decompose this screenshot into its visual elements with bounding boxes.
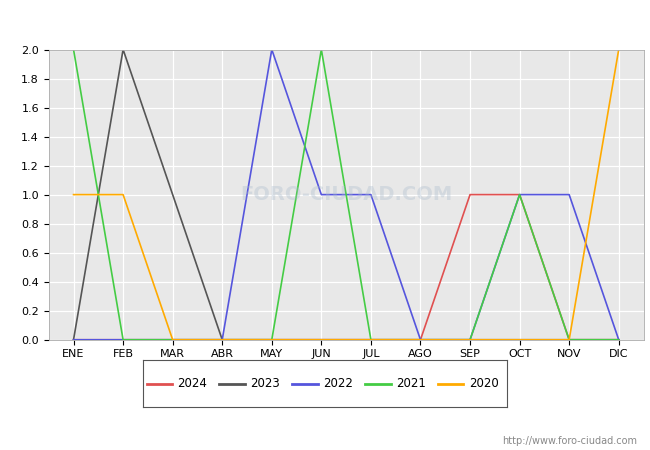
2022 xyxy=(119,337,127,342)
2023 xyxy=(615,337,623,342)
2020 xyxy=(566,337,573,342)
Line: 2021: 2021 xyxy=(73,50,619,340)
2022 xyxy=(515,192,523,197)
2020 xyxy=(417,337,424,342)
2021 xyxy=(615,337,623,342)
2020 xyxy=(367,337,375,342)
2021 xyxy=(70,47,77,52)
2022 xyxy=(70,337,77,342)
2021 xyxy=(169,337,177,342)
Line: 2020: 2020 xyxy=(73,50,619,340)
2020 xyxy=(317,337,325,342)
2024 xyxy=(218,337,226,342)
2023 xyxy=(367,337,375,342)
Text: 2024: 2024 xyxy=(177,377,207,390)
2020 xyxy=(268,337,276,342)
Text: 2020: 2020 xyxy=(469,377,499,390)
2023 xyxy=(218,337,226,342)
2024 xyxy=(317,337,325,342)
2024 xyxy=(615,337,623,342)
2021 xyxy=(417,337,424,342)
2021 xyxy=(119,337,127,342)
2022 xyxy=(566,192,573,197)
2021 xyxy=(317,47,325,52)
2021 xyxy=(466,337,474,342)
2020 xyxy=(515,337,523,342)
2021 xyxy=(218,337,226,342)
2024 xyxy=(515,192,523,197)
2022 xyxy=(317,192,325,197)
Line: 2024: 2024 xyxy=(73,194,619,340)
Text: 2022: 2022 xyxy=(323,377,353,390)
2023 xyxy=(119,47,127,52)
2023 xyxy=(417,337,424,342)
2022 xyxy=(367,192,375,197)
2020 xyxy=(119,192,127,197)
2022 xyxy=(615,337,623,342)
Line: 2022: 2022 xyxy=(73,50,619,340)
2020 xyxy=(218,337,226,342)
2022 xyxy=(268,47,276,52)
Text: 2021: 2021 xyxy=(396,377,426,390)
2020 xyxy=(615,47,623,52)
2024 xyxy=(119,337,127,342)
2021 xyxy=(515,192,523,197)
2023 xyxy=(268,337,276,342)
2023 xyxy=(515,337,523,342)
2022 xyxy=(169,337,177,342)
2024 xyxy=(268,337,276,342)
2023 xyxy=(466,337,474,342)
2023 xyxy=(566,337,573,342)
2020 xyxy=(70,192,77,197)
2024 xyxy=(169,337,177,342)
Text: 2023: 2023 xyxy=(250,377,280,390)
2020 xyxy=(466,337,474,342)
Line: 2023: 2023 xyxy=(73,50,619,340)
Text: Matriculaciones de Vehiculos en Rubió: Matriculaciones de Vehiculos en Rubió xyxy=(166,16,484,34)
2023 xyxy=(317,337,325,342)
2024 xyxy=(70,337,77,342)
2022 xyxy=(218,337,226,342)
2022 xyxy=(466,337,474,342)
Text: FORO-CIUDAD.COM: FORO-CIUDAD.COM xyxy=(240,185,452,204)
Text: http://www.foro-ciudad.com: http://www.foro-ciudad.com xyxy=(502,436,637,446)
2022 xyxy=(417,337,424,342)
2024 xyxy=(367,337,375,342)
2024 xyxy=(566,337,573,342)
2021 xyxy=(566,337,573,342)
2024 xyxy=(466,192,474,197)
2020 xyxy=(169,337,177,342)
2021 xyxy=(268,337,276,342)
2021 xyxy=(367,337,375,342)
2023 xyxy=(169,192,177,197)
2024 xyxy=(417,337,424,342)
2023 xyxy=(70,337,77,342)
